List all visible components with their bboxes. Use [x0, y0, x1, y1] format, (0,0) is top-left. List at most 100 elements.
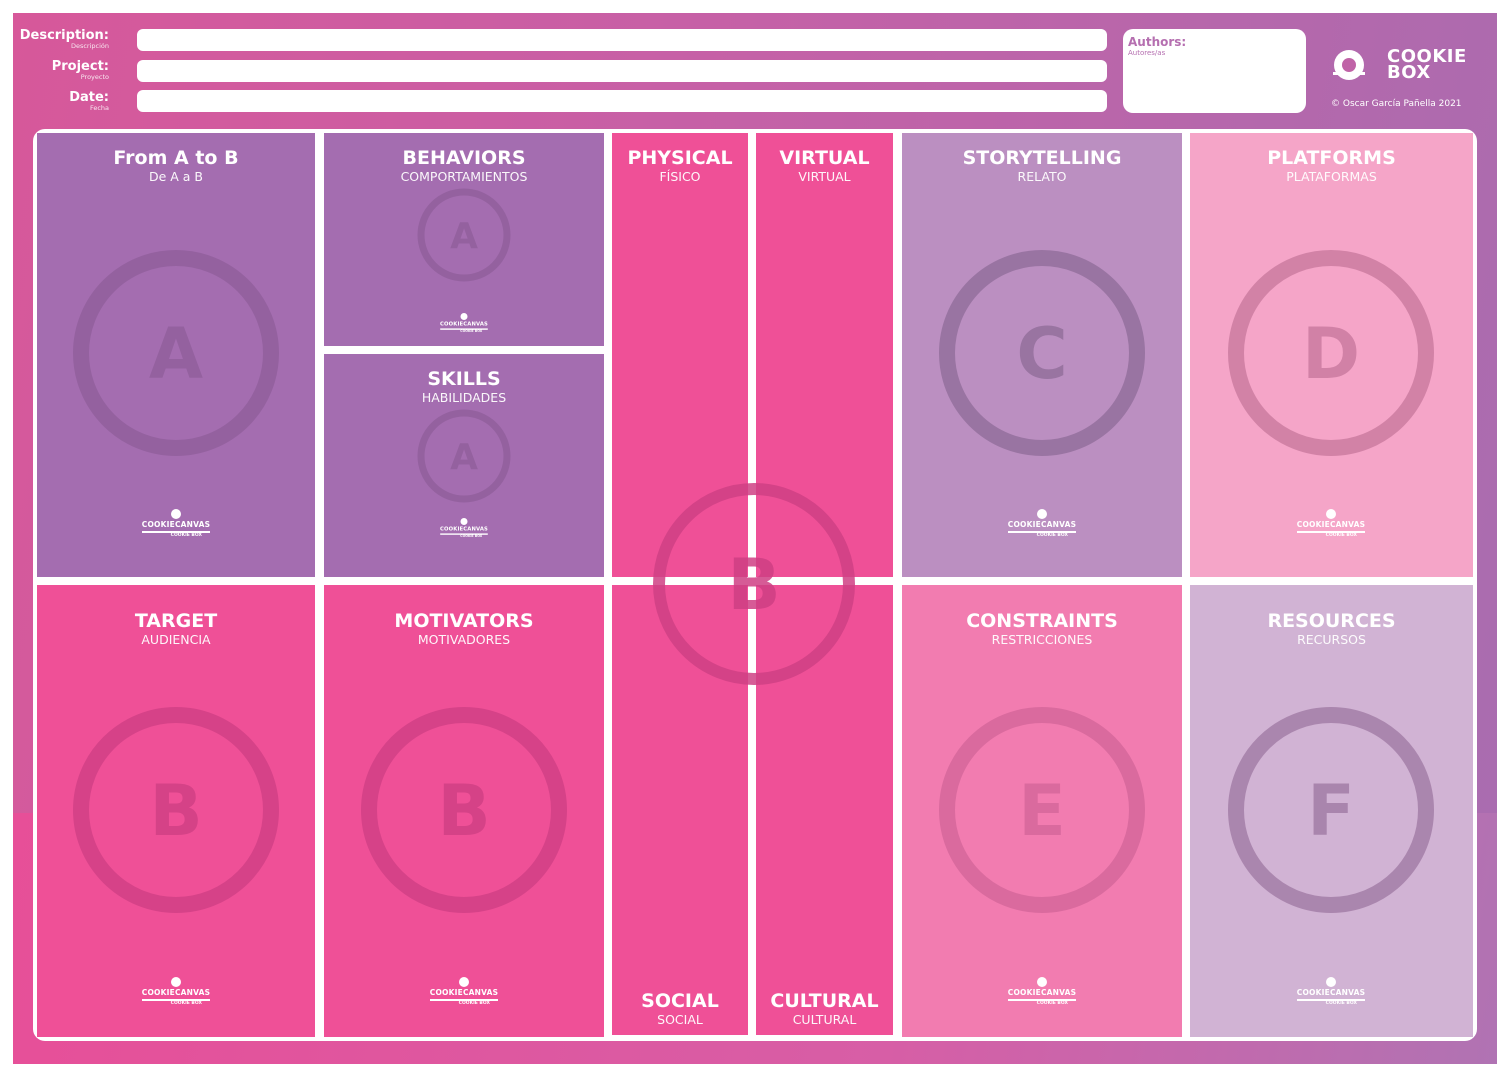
cookie-box-logo: COOKIE BOX © Oscar García Pañella 2021	[1331, 43, 1481, 110]
date-field[interactable]	[137, 90, 1107, 112]
cookiecanvas-logo: COOKIECANVAS COOKIE BOX	[136, 509, 216, 538]
emblem-letter: E	[1018, 770, 1066, 852]
cookiebox-mini: COOKIE BOX	[460, 329, 483, 333]
cookie-icon	[459, 977, 469, 987]
emblem-letter: B	[727, 544, 780, 626]
cookiebox-mini: COOKIE BOX	[170, 532, 202, 538]
letter-a-emblem-icon: A	[73, 250, 279, 456]
section-virtual[interactable]: VIRTUAL VIRTUAL	[756, 133, 893, 577]
section-title: RESOURCES	[1267, 610, 1396, 632]
letter-b-emblem-icon: B	[73, 707, 279, 913]
date-label-es: Fecha	[89, 104, 109, 112]
logo-underline	[1297, 530, 1365, 533]
section-title: SKILLS	[427, 368, 501, 390]
section-constraints[interactable]: CONSTRAINTS RESTRICCIONES E COOKIECANVAS…	[902, 585, 1182, 1037]
authors-field[interactable]: Authors: Autores/as	[1123, 29, 1306, 113]
section-title: CULTURAL	[770, 990, 879, 1012]
cookiecanvas-wordmark: COOKIECANVAS	[1296, 988, 1366, 997]
canvas-frame: Description: Descripción Project: Proyec…	[13, 13, 1497, 1064]
emblem-letter: A	[149, 313, 203, 395]
section-title: PLATFORMS	[1267, 147, 1396, 169]
project-field[interactable]	[137, 60, 1107, 82]
section-skills[interactable]: SKILLS HABILIDADES A COOKIECANVAS COOKIE…	[324, 354, 604, 577]
section-title: MOTIVATORS	[394, 610, 534, 632]
cookiecanvas-wordmark: COOKIECANVAS	[1007, 520, 1077, 529]
section-cultural[interactable]: CULTURAL CULTURAL	[756, 585, 893, 1035]
section-subtitle: SOCIAL	[657, 1012, 703, 1027]
project-label-en: Project:	[51, 59, 109, 74]
logo-underline	[1008, 530, 1076, 533]
letter-a-emblem-icon: A	[417, 188, 511, 282]
emblem-letter: C	[1016, 313, 1067, 395]
section-title: TARGET	[134, 610, 218, 632]
section-subtitle: De A a B	[148, 169, 204, 184]
cookiecanvas-logo: COOKIECANVAS COOKIE BOX	[424, 977, 504, 1006]
section-subtitle: CULTURAL	[792, 1012, 857, 1027]
logo-underline	[1008, 998, 1076, 1001]
cookiecanvas-logo: COOKIECANVAS COOKIE BOX	[1291, 509, 1371, 538]
logo-underline	[440, 533, 488, 535]
letter-a-emblem-icon: A	[417, 409, 511, 503]
cookiecanvas-logo: COOKIECANVAS COOKIE BOX	[1002, 509, 1082, 538]
section-title: PHYSICAL	[627, 147, 733, 169]
emblem-letter: A	[450, 437, 478, 478]
cookiecanvas-wordmark: COOKIECANVAS	[141, 988, 211, 997]
logo-underline	[430, 998, 498, 1001]
date-label: Date: Fecha	[69, 91, 109, 112]
cookiecanvas-logo: COOKIECANVAS COOKIE BOX	[1002, 977, 1082, 1006]
section-platforms[interactable]: PLATFORMS PLATAFORMAS D COOKIECANVAS COO…	[1190, 133, 1473, 577]
section-resources[interactable]: RESOURCES RECURSOS F COOKIECANVAS COOKIE…	[1190, 585, 1473, 1037]
cookie-icon	[460, 313, 468, 320]
project-label-es: Proyecto	[80, 73, 109, 81]
cookiecanvas-logo: COOKIECANVAS COOKIE BOX	[436, 313, 492, 333]
copyright-text: © Oscar García Pañella 2021	[1331, 99, 1462, 109]
section-title: BEHAVIORS	[402, 147, 526, 169]
cookiecanvas-wordmark: COOKIECANVAS	[429, 988, 499, 997]
cookiecanvas-logo: COOKIECANVAS COOKIE BOX	[1291, 977, 1371, 1006]
cookiebox-mini: COOKIE BOX	[1325, 532, 1357, 538]
section-subtitle: RECURSOS	[1297, 632, 1366, 647]
section-from-a-to-b[interactable]: From A to B De A a B A COOKIECANVAS COOK…	[37, 133, 315, 577]
logo-underline	[142, 530, 210, 533]
canvas-board: From A to B De A a B A COOKIECANVAS COOK…	[33, 129, 1477, 1041]
cookie-icon	[1326, 509, 1336, 519]
section-subtitle: COMPORTAMIENTOS	[400, 169, 528, 184]
cookiebox-mini: COOKIE BOX	[1325, 1000, 1357, 1006]
section-subtitle: HABILIDADES	[421, 390, 507, 405]
center-letter-b-emblem-icon: B	[653, 483, 855, 685]
cookie-icon	[1326, 977, 1336, 987]
cookie-icon	[1333, 50, 1365, 80]
section-motivators[interactable]: MOTIVATORS MOTIVADORES B COOKIECANVAS CO…	[324, 585, 604, 1037]
description-label: Description: Descripción	[20, 29, 109, 50]
section-subtitle: VIRTUAL	[798, 169, 851, 184]
section-physical[interactable]: PHYSICAL FÍSICO	[612, 133, 748, 577]
cookiebox-mini: COOKIE BOX	[460, 534, 483, 538]
description-field[interactable]	[137, 29, 1107, 51]
section-behaviors[interactable]: BEHAVIORS COMPORTAMIENTOS A COOKIECANVAS…	[324, 133, 604, 346]
letter-b-emblem-icon: B	[361, 707, 567, 913]
section-title: STORYTELLING	[962, 147, 1122, 169]
section-subtitle: RESTRICCIONES	[991, 632, 1093, 647]
letter-f-emblem-icon: F	[1228, 707, 1434, 913]
description-label-en: Description:	[19, 28, 109, 43]
description-label-es: Descripción	[70, 42, 109, 50]
cookie-icon	[1037, 977, 1047, 987]
letter-d-emblem-icon: D	[1228, 250, 1434, 456]
cookiecanvas-wordmark: COOKIECANVAS	[1007, 988, 1077, 997]
brand-word-cookie: COOKIE	[1387, 46, 1467, 67]
section-social[interactable]: SOCIAL SOCIAL	[612, 585, 748, 1035]
cookie-icon	[1037, 509, 1047, 519]
section-storytelling[interactable]: STORYTELLING RELATO C COOKIECANVAS COOKI…	[902, 133, 1182, 577]
authors-label: Authors:	[1128, 35, 1187, 49]
date-label-en: Date:	[69, 90, 109, 105]
emblem-letter: D	[1302, 313, 1360, 395]
section-subtitle: RELATO	[1017, 169, 1067, 184]
section-target[interactable]: TARGET AUDIENCIA B COOKIECANVAS COOKIE B…	[37, 585, 315, 1037]
emblem-letter: B	[437, 770, 490, 852]
section-title: SOCIAL	[641, 990, 719, 1012]
cookiecanvas-wordmark: COOKIECANVAS	[440, 320, 488, 327]
cookie-icon	[171, 509, 181, 519]
section-title: From A to B	[113, 147, 239, 169]
cookie-icon	[171, 977, 181, 987]
section-title: CONSTRAINTS	[966, 610, 1118, 632]
